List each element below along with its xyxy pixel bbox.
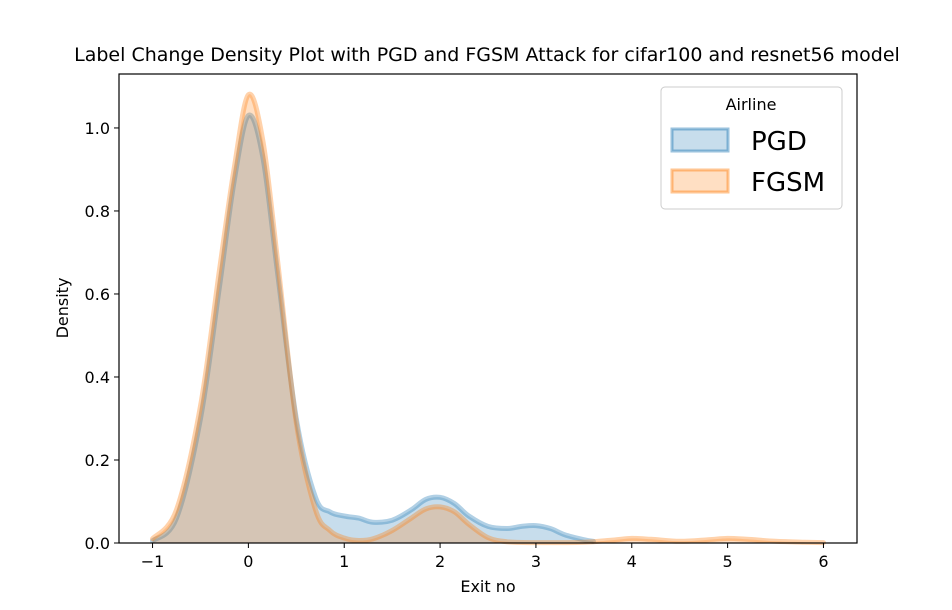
legend-box [660,86,843,210]
x-tick-label: 5 [723,552,733,571]
legend-entries: PGD FGSM [670,127,825,198]
line-pgd [150,112,596,544]
x-tick-label: 2 [435,552,445,571]
x-axis-ticks: −1 0 1 2 3 4 5 6 [141,543,829,571]
y-axis-ticks: 0.0 0.2 0.4 0.6 0.8 1.0 [85,119,119,553]
x-tick-label: −1 [141,552,165,571]
area-fgsm [152,94,824,544]
x-tick-label: 3 [531,552,541,571]
y-tick-label: 1.0 [85,119,110,138]
x-tick-label: 1 [339,552,349,571]
legend: Airline PGD FGSM [660,86,843,210]
x-tick-label: 6 [818,552,828,571]
x-tick-label: 0 [243,552,253,571]
legend-swatch-fgsm [670,168,730,194]
legend-swatch-pgd [670,127,730,153]
axes-frame [118,73,858,544]
legend-label-fgsm: FGSM [751,168,825,198]
chart-title: Label Change Density Plot with PGD and F… [74,44,900,66]
y-tick-label: 0.0 [85,534,110,553]
x-axis-label: Exit no [460,577,515,596]
area-pgd [152,114,594,544]
y-axis-label: Density [53,278,72,339]
y-tick-label: 0.4 [85,368,110,387]
density-areas [150,91,826,546]
legend-label-pgd: PGD [751,127,807,157]
y-tick-label: 0.6 [85,285,110,304]
x-tick-label: 4 [627,552,637,571]
line-fgsm [150,91,826,546]
y-tick-label: 0.8 [85,202,110,221]
legend-title: Airline [726,95,777,114]
y-tick-label: 0.2 [85,451,110,470]
